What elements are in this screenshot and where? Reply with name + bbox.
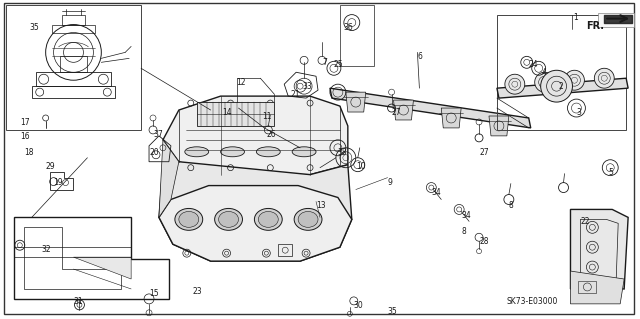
Text: 13: 13 <box>316 202 326 211</box>
Text: 16: 16 <box>20 132 29 141</box>
Text: 26: 26 <box>266 130 276 139</box>
Text: 10: 10 <box>356 162 365 171</box>
Ellipse shape <box>294 208 322 230</box>
Bar <box>340 5 374 66</box>
Text: 7: 7 <box>322 58 327 67</box>
Polygon shape <box>330 88 531 128</box>
Ellipse shape <box>175 208 203 230</box>
Text: 37: 37 <box>153 130 163 139</box>
Text: 17: 17 <box>20 118 29 127</box>
Bar <box>196 102 275 126</box>
Text: 35: 35 <box>29 23 40 32</box>
Ellipse shape <box>259 211 278 227</box>
Circle shape <box>564 70 584 90</box>
Bar <box>598 13 634 26</box>
Text: 34: 34 <box>461 211 471 220</box>
Bar <box>278 244 292 256</box>
Text: 9: 9 <box>388 178 392 187</box>
Text: 38: 38 <box>338 148 348 157</box>
Text: 6: 6 <box>417 52 422 61</box>
Polygon shape <box>163 96 348 174</box>
Text: 3: 3 <box>577 108 581 117</box>
Text: 12: 12 <box>237 78 246 87</box>
Polygon shape <box>346 92 365 112</box>
Ellipse shape <box>257 147 280 157</box>
Text: 30: 30 <box>354 301 364 310</box>
Text: 8: 8 <box>461 227 466 236</box>
Polygon shape <box>497 78 628 98</box>
Ellipse shape <box>219 211 239 227</box>
Text: 34: 34 <box>431 188 441 197</box>
Text: 24: 24 <box>529 60 538 69</box>
Text: 23: 23 <box>193 287 202 296</box>
Text: 8: 8 <box>509 202 514 211</box>
Text: 28: 28 <box>479 237 488 246</box>
Text: FR.: FR. <box>586 20 604 31</box>
Text: 27: 27 <box>392 108 401 117</box>
Ellipse shape <box>298 211 318 227</box>
Polygon shape <box>570 271 624 304</box>
Text: 25: 25 <box>334 60 344 69</box>
Text: 1: 1 <box>573 13 578 22</box>
Ellipse shape <box>185 147 209 157</box>
Circle shape <box>541 70 572 102</box>
Text: 32: 32 <box>42 245 51 254</box>
Polygon shape <box>441 108 461 128</box>
Text: 14: 14 <box>223 108 232 117</box>
Polygon shape <box>570 210 628 289</box>
Polygon shape <box>74 257 131 279</box>
Text: 22: 22 <box>580 217 590 226</box>
Text: 11: 11 <box>262 112 272 121</box>
Text: 31: 31 <box>74 297 83 306</box>
Ellipse shape <box>221 147 244 157</box>
Text: 4: 4 <box>541 68 547 77</box>
Bar <box>579 281 596 293</box>
Polygon shape <box>159 186 352 261</box>
Text: 2: 2 <box>559 82 563 91</box>
Text: 33: 33 <box>302 82 312 91</box>
Text: 18: 18 <box>24 148 33 157</box>
Text: 35: 35 <box>388 307 397 316</box>
Text: 21: 21 <box>290 90 300 99</box>
Bar <box>6 5 141 130</box>
Polygon shape <box>159 140 179 217</box>
Text: 29: 29 <box>45 162 55 171</box>
Circle shape <box>595 68 614 88</box>
Text: 27: 27 <box>479 148 489 157</box>
Text: 36: 36 <box>344 23 354 32</box>
Ellipse shape <box>179 211 199 227</box>
Circle shape <box>534 72 555 92</box>
Ellipse shape <box>214 208 243 230</box>
Text: SK73-E03000: SK73-E03000 <box>507 297 558 306</box>
Polygon shape <box>489 116 509 136</box>
Ellipse shape <box>292 147 316 157</box>
Ellipse shape <box>254 208 282 230</box>
Text: 19: 19 <box>54 178 63 187</box>
Text: 5: 5 <box>608 168 613 177</box>
Text: 20: 20 <box>149 148 159 157</box>
Polygon shape <box>394 100 413 120</box>
Polygon shape <box>159 162 352 261</box>
Circle shape <box>505 74 525 94</box>
Text: 15: 15 <box>149 289 159 298</box>
